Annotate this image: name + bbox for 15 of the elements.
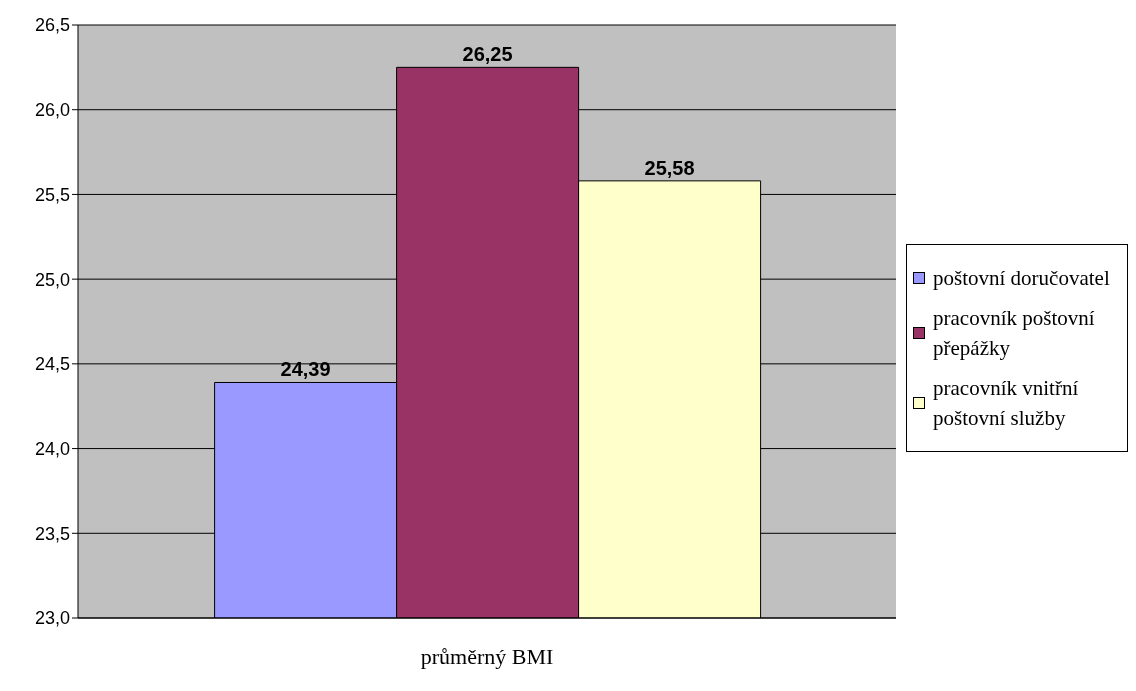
y-tick-label: 24,5: [34, 354, 70, 375]
data-label: 26,25: [462, 43, 513, 66]
legend-label: poštovní doručovatel: [933, 265, 1110, 292]
y-tick-label: 25,0: [34, 269, 70, 290]
legend-label: pracovník poštovní přepážky: [933, 305, 1096, 362]
data-label: 24,39: [280, 358, 331, 381]
y-tick-label: 24,0: [34, 438, 70, 459]
y-tick-label: 23,5: [34, 523, 70, 544]
x-tick-label: průměrný BMI: [420, 643, 554, 669]
y-tick-label: 26,0: [34, 100, 70, 121]
data-label: 25,58: [644, 156, 695, 179]
y-tick-label: 26,5: [34, 15, 70, 36]
legend-label: pracovník vnitřní poštovní služby: [933, 375, 1080, 432]
y-tick-label: 23,0: [34, 608, 70, 629]
y-tick-label: 25,5: [34, 184, 70, 205]
